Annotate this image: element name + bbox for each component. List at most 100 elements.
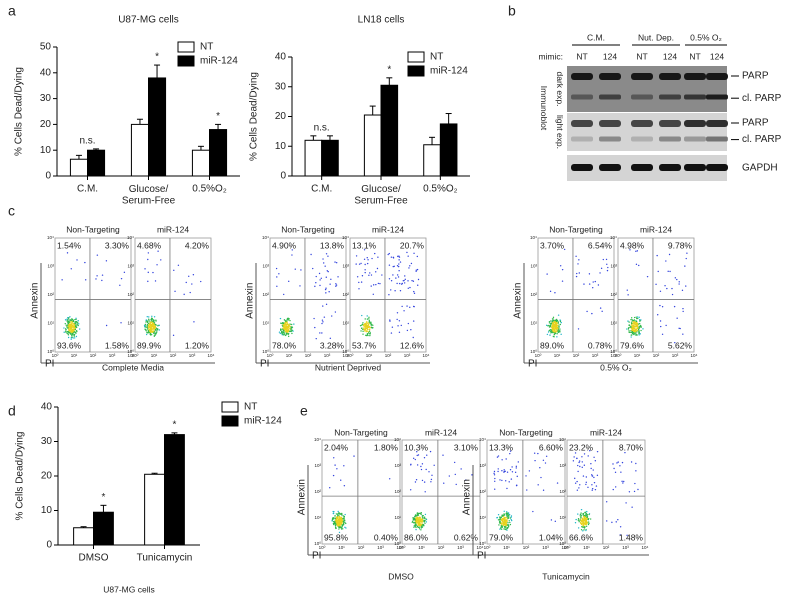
event-dot <box>605 258 608 261</box>
event-dot <box>387 253 389 256</box>
event-dot <box>338 515 341 518</box>
event-dot <box>289 330 291 333</box>
legend-label: miR-124 <box>200 56 238 67</box>
event-dot <box>157 250 159 252</box>
legend-swatch <box>177 55 195 67</box>
quadrant-percent: 79.6% <box>620 340 645 350</box>
y-tick-label: 10⁰ <box>394 541 401 546</box>
event-dot <box>335 517 338 519</box>
event-dot <box>71 331 73 334</box>
quadrant-percent: 12.6% <box>400 340 425 350</box>
event-dot <box>549 324 552 327</box>
event-dot <box>65 328 67 331</box>
event-dot <box>414 519 416 521</box>
event-dot <box>552 331 554 334</box>
event-dot <box>575 518 577 521</box>
plot-frame <box>617 237 695 353</box>
event-dot <box>71 335 73 337</box>
x-tick-label: 0.5%O₂ <box>423 184 458 195</box>
event-dot <box>392 256 395 259</box>
y-tick-label: 10⁰ <box>262 349 269 354</box>
event-dot <box>291 332 293 335</box>
event-dot <box>503 528 505 530</box>
event-dot <box>515 467 517 469</box>
event-dot <box>343 516 345 518</box>
event-dot <box>335 285 337 287</box>
event-dot <box>120 322 122 324</box>
event-dot <box>397 265 400 268</box>
event-dot <box>413 522 415 524</box>
event-dot <box>395 277 397 279</box>
plot-frame <box>401 439 481 545</box>
event-dot <box>332 474 335 477</box>
event-dot <box>417 454 420 456</box>
event-dot <box>397 276 400 278</box>
event-dot <box>360 330 362 332</box>
event-dot <box>367 322 370 324</box>
event-dot <box>579 513 582 516</box>
event-dot <box>508 520 510 522</box>
event-dot <box>634 334 637 336</box>
event-dot <box>539 466 541 469</box>
event-dot <box>580 517 582 519</box>
event-dot <box>640 329 642 332</box>
blot-band <box>684 136 706 142</box>
event-dot <box>279 332 281 335</box>
event-dot <box>574 521 577 524</box>
event-dot <box>659 290 662 292</box>
event-dot <box>555 326 558 328</box>
event-dot <box>600 267 603 270</box>
event-dot <box>423 481 426 483</box>
blot-band <box>659 73 681 80</box>
event-dot <box>431 474 433 476</box>
event-dot <box>632 331 635 334</box>
event-dot <box>548 324 550 327</box>
blot-band <box>684 120 706 127</box>
event-dot <box>418 528 421 530</box>
event-dot <box>412 519 415 521</box>
event-dot <box>412 280 415 282</box>
event-dot <box>620 471 622 473</box>
event-dot <box>281 330 283 333</box>
event-dot <box>577 518 580 520</box>
event-dot <box>343 465 345 467</box>
event-dot <box>588 513 590 516</box>
y-tick-label: 10³ <box>262 264 269 269</box>
event-dot <box>577 527 580 529</box>
event-dot <box>150 326 152 329</box>
event-dot <box>388 264 391 266</box>
event-dot <box>586 514 588 517</box>
y-tick-label: 10⁰ <box>342 349 349 354</box>
event-dot <box>580 529 583 531</box>
event-dot <box>507 512 510 514</box>
event-dot <box>421 516 424 518</box>
event-dot <box>592 469 594 471</box>
event-dot <box>381 274 383 276</box>
event-dot <box>454 473 456 476</box>
event-dot <box>275 267 278 270</box>
event-dot <box>329 283 331 285</box>
event-dot <box>344 526 346 528</box>
bar <box>439 123 458 177</box>
event-dot <box>580 514 583 516</box>
event-dot <box>421 463 424 465</box>
event-dot <box>631 325 633 327</box>
event-dot <box>77 324 79 327</box>
event-dot <box>293 323 295 325</box>
y-tick-label: 10¹ <box>394 515 401 520</box>
event-dot <box>404 275 406 277</box>
event-dot <box>635 332 637 334</box>
event-dot <box>158 324 160 327</box>
group-label: Tunicamycin <box>542 571 590 581</box>
event-dot <box>591 475 594 477</box>
x-tick-label: 10² <box>603 545 610 550</box>
y-tick-label: 10⁴ <box>342 235 349 240</box>
event-dot <box>579 465 581 468</box>
event-dot <box>339 520 342 523</box>
event-dot <box>636 329 639 332</box>
event-dot <box>289 325 291 328</box>
event-dot <box>185 281 187 284</box>
event-dot <box>578 520 580 523</box>
event-dot <box>409 265 411 267</box>
event-dot <box>623 480 625 483</box>
